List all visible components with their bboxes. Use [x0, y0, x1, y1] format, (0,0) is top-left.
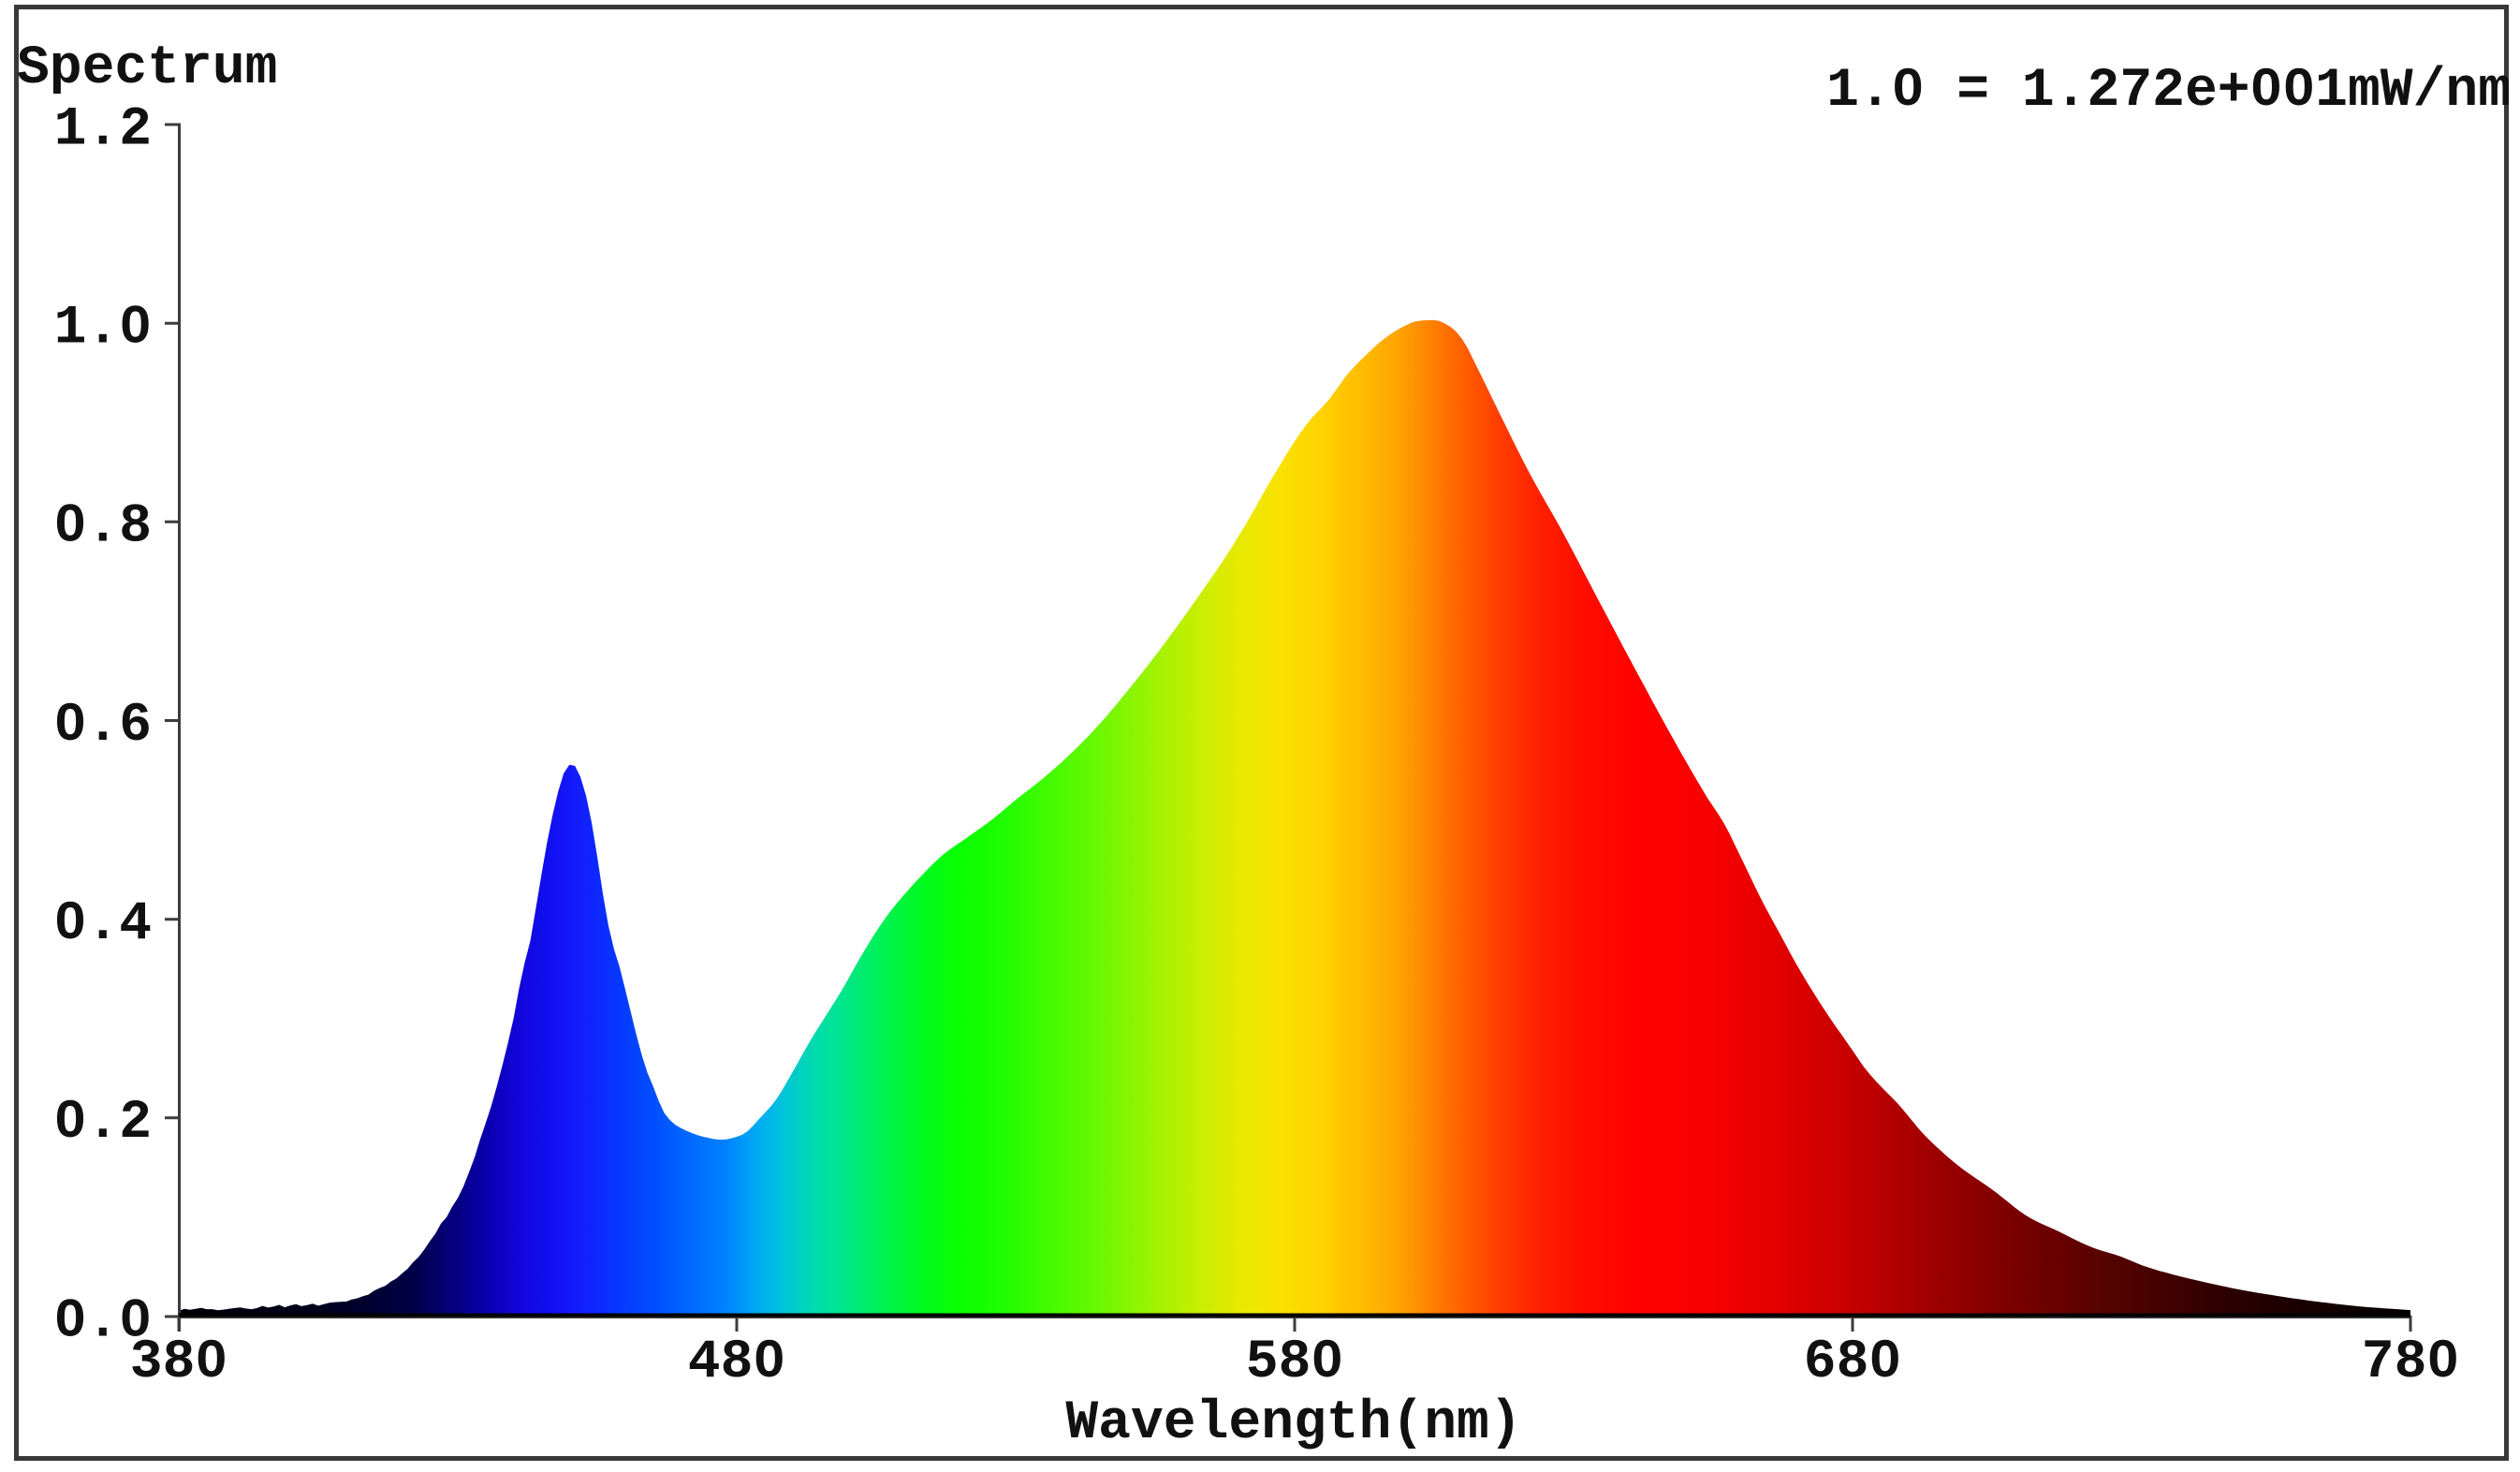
svg-text:1.0 = 1.272e+001mW/nm: 1.0 = 1.272e+001mW/nm [1826, 61, 2511, 122]
svg-text:Spectrum: Spectrum [17, 38, 277, 99]
svg-text:Wavelength(nm): Wavelength(nm) [1065, 1393, 1521, 1454]
svg-text:1.2: 1.2 [54, 99, 152, 160]
